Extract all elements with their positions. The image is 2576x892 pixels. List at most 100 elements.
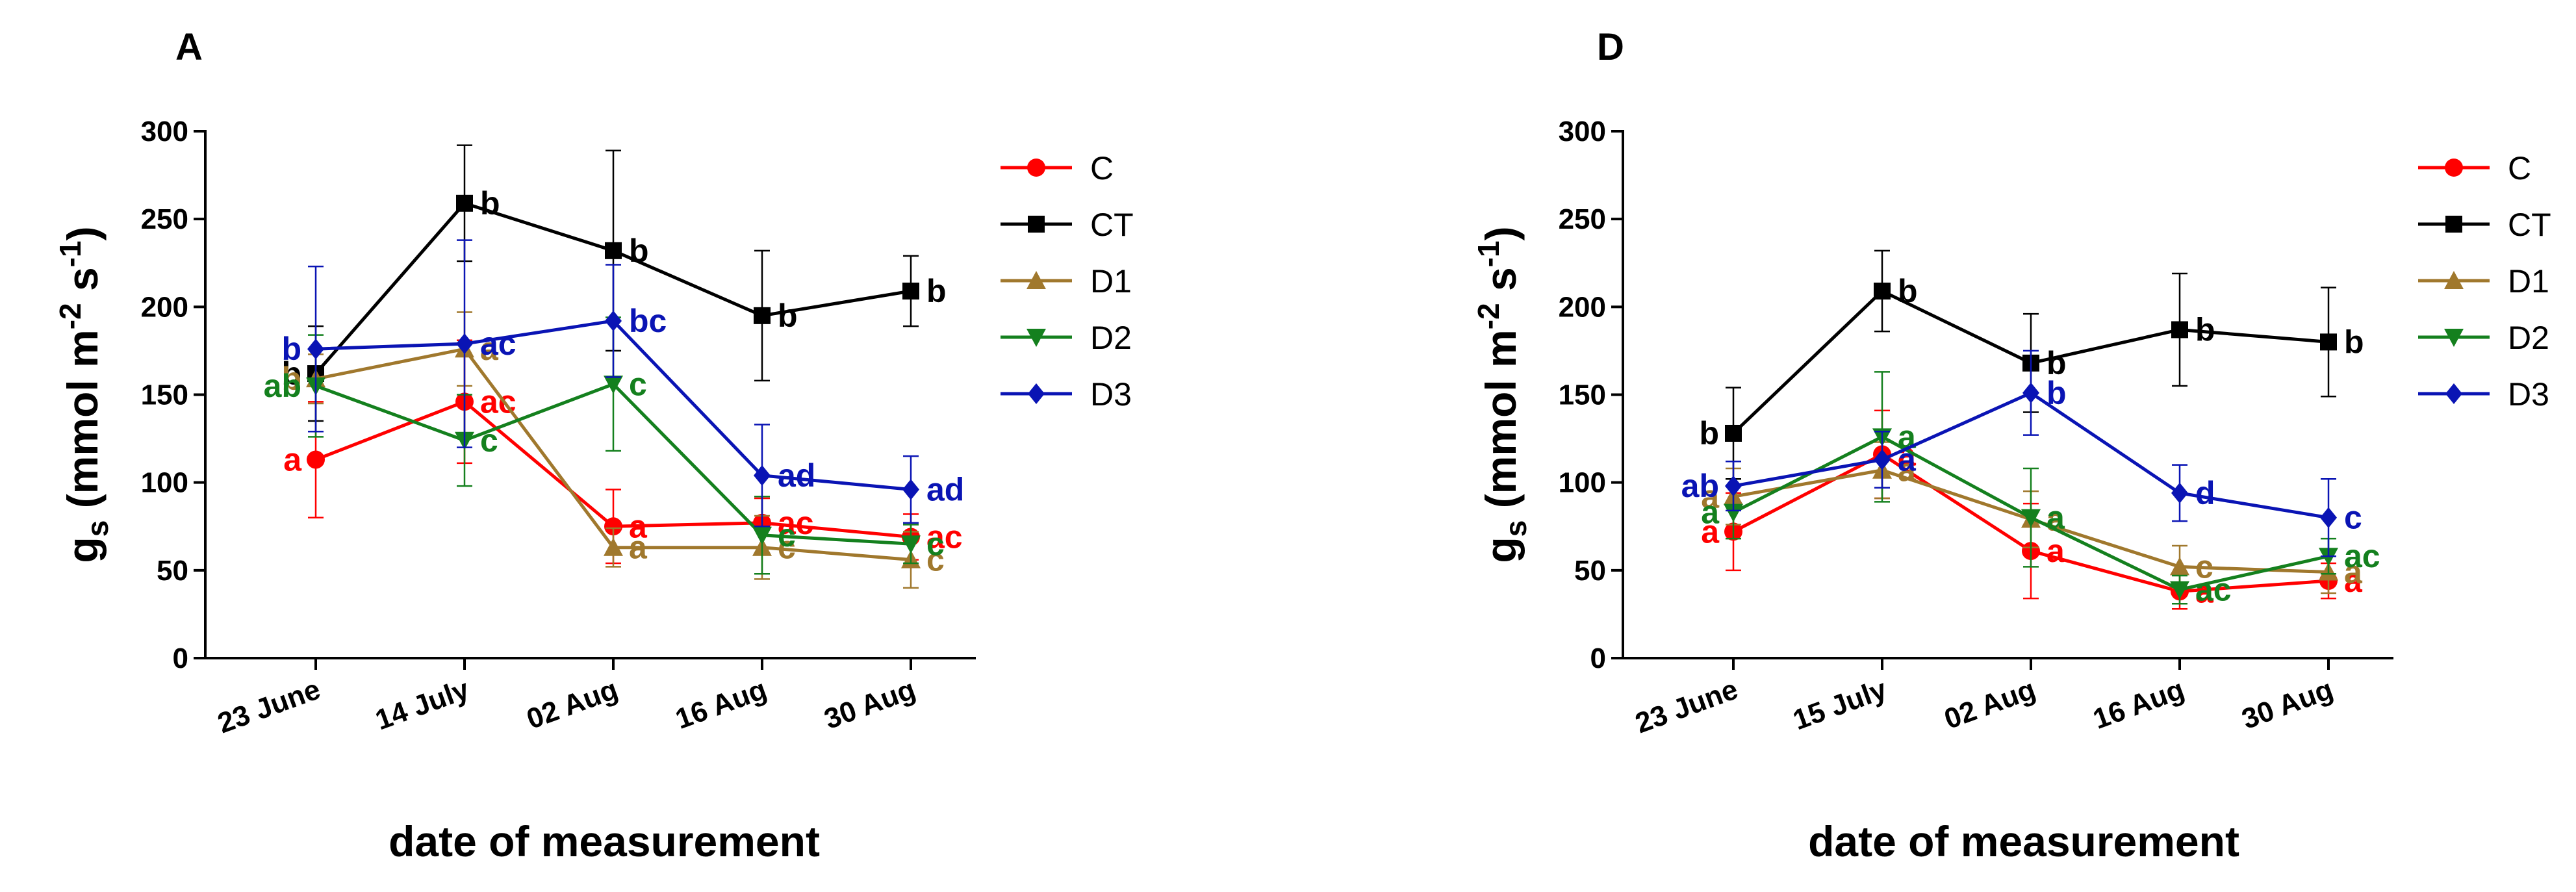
data-point xyxy=(1874,449,1891,470)
legend-marker xyxy=(1028,216,1045,233)
significance-letter: c xyxy=(2195,548,2213,585)
y-tick-label: 50 xyxy=(1574,555,1606,587)
legend-label: D2 xyxy=(1090,320,1132,356)
x-tick-label: 23 June xyxy=(214,673,325,739)
data-point xyxy=(2022,382,2039,403)
significance-letter: ac xyxy=(2195,572,2232,608)
y-axis-title-part: -1 xyxy=(1472,240,1505,267)
significance-letter: a xyxy=(480,331,499,367)
x-tick-label: 16 Aug xyxy=(2089,673,2188,735)
x-tick-label: 15 July xyxy=(1789,673,1891,736)
data-point xyxy=(1725,476,1742,497)
significance-letter: a xyxy=(2047,500,2065,536)
data-point xyxy=(2320,507,2337,528)
legend-label: D1 xyxy=(2508,263,2549,299)
significance-letter: b xyxy=(1699,415,1719,452)
legend-marker xyxy=(1027,329,1046,347)
panel-letter: A xyxy=(175,26,203,68)
data-point xyxy=(604,376,623,394)
significance-letter: c xyxy=(778,517,796,554)
x-tick-label: 14 July xyxy=(371,673,473,736)
significance-letter: ac xyxy=(926,518,963,555)
legend-label: C xyxy=(2508,150,2531,186)
y-axis-title-part: g xyxy=(1477,537,1525,563)
significance-letter: ac xyxy=(480,325,516,362)
y-axis-title: gs (mmol m-2 s-1) xyxy=(1472,226,1533,563)
x-axis-title: date of measurement xyxy=(389,817,820,865)
significance-letter: b xyxy=(480,185,500,222)
y-tick-label: 100 xyxy=(141,467,188,499)
y-axis-title-part: -2 xyxy=(53,303,87,329)
y-tick-label: 250 xyxy=(141,203,188,235)
data-point xyxy=(456,194,473,212)
data-point xyxy=(604,537,623,556)
data-point xyxy=(605,242,622,259)
y-axis-title-part: (mmol m xyxy=(58,329,107,520)
y-axis-title-part: s xyxy=(1499,520,1533,537)
significance-letter: a xyxy=(2047,533,2065,569)
significance-letter: b xyxy=(281,361,301,397)
x-axis-title: date of measurement xyxy=(1808,817,2239,865)
x-tick-label: 30 Aug xyxy=(2238,673,2337,735)
legend-label: CT xyxy=(1090,207,1134,243)
legend-label: D2 xyxy=(2508,320,2549,356)
significance-letter: a xyxy=(1898,452,1917,489)
legend-label: C xyxy=(1090,150,1114,186)
data-point xyxy=(902,479,919,500)
panel-d: D 0 50 100 150 200 250 300 23 June 15 July 02 Aug 1… xyxy=(1472,26,2551,865)
legend: C CT D1 D2 D3 xyxy=(2418,150,2551,413)
significance-letter: b xyxy=(1898,273,1918,309)
y-tick-label: 150 xyxy=(1559,379,1606,411)
significance-letter: a xyxy=(1898,442,1917,478)
significance-letter: c xyxy=(629,366,647,402)
significance-letter: c xyxy=(480,422,498,459)
significance-letter: bc xyxy=(629,303,667,339)
data-point xyxy=(2171,321,2188,338)
x-tick-label: 02 Aug xyxy=(1940,673,2039,735)
data-point xyxy=(2320,333,2337,351)
significance-letter: c xyxy=(926,526,945,562)
legend-marker xyxy=(2445,216,2462,233)
x-tick-label: 02 Aug xyxy=(522,673,622,735)
data-point xyxy=(2021,509,2041,528)
data-point xyxy=(1725,424,1742,442)
significance-letter: b xyxy=(778,298,798,334)
significance-letter: b xyxy=(2195,311,2215,348)
y-axis-title-part: s xyxy=(1477,267,1525,303)
legend-label: D1 xyxy=(1090,263,1132,299)
y-tick-label: 300 xyxy=(1559,116,1606,147)
y-tick-label: 300 xyxy=(141,116,188,147)
data-point xyxy=(1874,283,1891,300)
data-point xyxy=(754,307,771,324)
data-point xyxy=(1724,503,1743,522)
significance-letter: a xyxy=(629,508,648,544)
data-point xyxy=(604,517,622,536)
significance-letter: a xyxy=(2344,554,2363,591)
legend-label: D3 xyxy=(2508,376,2549,413)
panel-a: A 0 50 100 150 200 250 300 23 June 14 July 02 Aug 1… xyxy=(53,26,1134,865)
significance-letter: a xyxy=(2195,573,2214,609)
y-axis-title-part: s xyxy=(58,267,107,303)
significance-letter: ad xyxy=(778,457,815,494)
legend-marker xyxy=(2444,271,2464,289)
data-point xyxy=(2170,581,2189,600)
legend-marker xyxy=(1027,271,1046,289)
legend-marker xyxy=(1028,383,1045,404)
significance-letter: a xyxy=(1701,478,1720,515)
significance-letter: ab xyxy=(1681,468,1719,504)
y-axis-title-part: g xyxy=(58,537,107,563)
legend-marker xyxy=(1027,159,1045,177)
legend: C CT D1 D2 D3 xyxy=(1001,150,1134,413)
data-point xyxy=(456,333,473,355)
y-axis-title: gs (mmol m-2 s-1) xyxy=(53,226,114,563)
panel-letter: D xyxy=(1597,26,1624,68)
x-tick-label: 30 Aug xyxy=(820,673,919,735)
significance-letter: d xyxy=(2195,475,2215,511)
significance-letter: ab xyxy=(264,368,301,404)
